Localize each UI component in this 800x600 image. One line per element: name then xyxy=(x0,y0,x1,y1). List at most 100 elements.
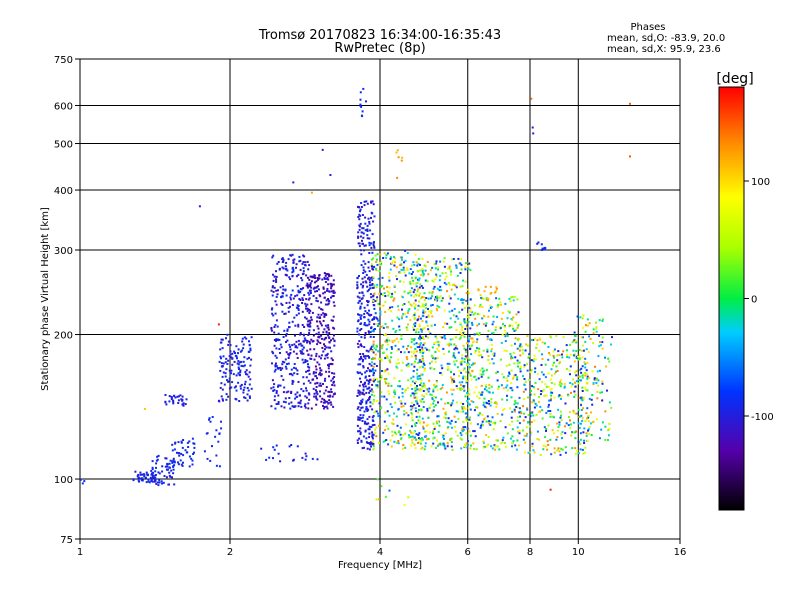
data-point xyxy=(248,395,251,398)
data-point xyxy=(323,379,326,382)
data-point xyxy=(436,295,439,298)
data-point xyxy=(377,380,380,383)
data-point xyxy=(461,381,464,384)
data-point xyxy=(314,365,317,368)
data-point xyxy=(407,379,410,382)
data-point xyxy=(249,364,252,367)
data-point xyxy=(601,380,604,383)
data-point xyxy=(331,359,334,362)
data-point xyxy=(316,398,319,401)
data-point xyxy=(281,266,284,269)
data-point xyxy=(447,417,450,420)
data-point xyxy=(460,263,463,266)
data-point xyxy=(319,373,322,376)
data-point xyxy=(460,332,463,335)
data-point xyxy=(454,321,457,323)
data-point xyxy=(274,312,277,315)
data-point xyxy=(402,268,405,271)
data-point xyxy=(469,447,472,450)
data-point xyxy=(415,422,418,424)
data-point xyxy=(467,407,470,410)
data-point xyxy=(237,381,240,384)
data-point xyxy=(323,357,326,360)
data-point xyxy=(439,442,442,445)
data-point xyxy=(275,444,278,447)
data-point xyxy=(433,399,436,402)
data-point xyxy=(550,388,553,391)
data-point xyxy=(319,342,322,344)
data-point xyxy=(219,369,222,372)
data-point xyxy=(426,280,429,283)
data-point xyxy=(308,398,311,401)
data-point xyxy=(365,281,368,284)
data-point xyxy=(356,439,359,442)
data-point xyxy=(314,290,317,293)
data-point xyxy=(395,441,398,444)
data-point xyxy=(496,439,499,442)
data-point xyxy=(418,325,421,328)
data-point xyxy=(463,367,466,370)
data-point xyxy=(514,328,517,331)
data-point xyxy=(481,393,483,396)
data-point xyxy=(357,301,360,304)
data-point xyxy=(418,300,421,303)
data-point xyxy=(593,377,596,380)
data-point xyxy=(487,355,490,358)
data-point xyxy=(364,324,367,327)
data-point xyxy=(504,332,507,335)
data-point xyxy=(433,263,436,266)
data-point xyxy=(152,477,154,479)
data-point xyxy=(172,459,175,462)
data-point xyxy=(311,275,313,278)
data-point xyxy=(371,361,373,364)
data-point xyxy=(496,370,499,373)
data-point xyxy=(332,326,335,329)
data-point xyxy=(474,435,477,438)
data-point xyxy=(318,363,321,366)
data-point xyxy=(425,316,428,319)
data-point xyxy=(286,329,289,332)
data-point xyxy=(489,304,492,307)
data-point xyxy=(410,273,413,275)
data-point xyxy=(370,445,373,448)
data-point xyxy=(538,349,541,352)
data-point xyxy=(494,448,497,451)
data-point xyxy=(422,406,425,408)
data-point xyxy=(395,266,398,269)
data-point xyxy=(589,337,592,340)
data-point xyxy=(418,337,420,340)
data-point xyxy=(559,453,562,456)
data-point xyxy=(442,326,445,329)
data-point xyxy=(459,383,462,386)
data-point xyxy=(277,261,280,263)
data-point xyxy=(595,326,598,329)
data-point xyxy=(412,375,415,378)
data-point xyxy=(547,410,550,412)
data-point xyxy=(250,336,253,339)
data-point xyxy=(417,419,420,422)
data-point xyxy=(550,378,552,381)
data-point xyxy=(333,304,336,307)
data-point xyxy=(421,314,424,317)
data-point xyxy=(304,338,307,341)
data-point xyxy=(532,358,535,361)
data-point xyxy=(359,305,362,308)
data-point xyxy=(171,443,174,446)
data-point xyxy=(486,415,489,418)
data-point xyxy=(510,369,513,372)
data-point xyxy=(157,454,160,457)
data-point xyxy=(452,314,455,317)
data-point xyxy=(421,286,424,289)
data-point xyxy=(578,427,581,429)
data-point xyxy=(292,270,295,273)
data-point xyxy=(239,385,242,388)
data-point xyxy=(316,290,318,293)
data-point xyxy=(516,419,519,422)
data-point xyxy=(582,398,585,401)
data-point xyxy=(458,374,461,377)
data-point xyxy=(412,326,415,329)
data-point xyxy=(374,353,377,356)
data-point xyxy=(359,329,362,332)
data-point xyxy=(306,276,309,279)
data-point xyxy=(547,358,550,361)
